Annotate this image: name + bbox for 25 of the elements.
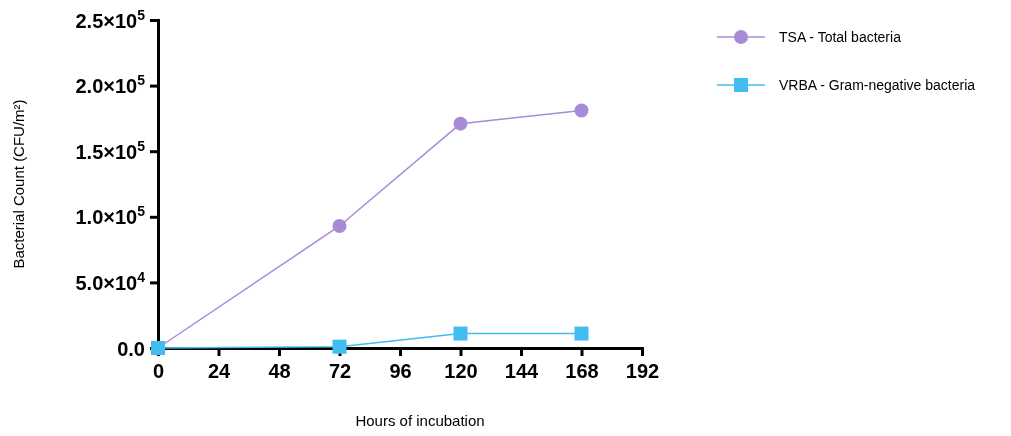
- x-tick-label: 72: [328, 360, 352, 382]
- point: [332, 339, 347, 354]
- y-tick-label: 1.5×10$^{5}$: [75, 137, 146, 163]
- x-tick-label: 192: [625, 360, 660, 382]
- y-axis-title: Bacterial Count (CFU/m²): [10, 99, 27, 269]
- x-axis-title: Hours of incubation: [355, 412, 485, 429]
- y-tick-label: 0.0: [117, 337, 145, 360]
- point: [574, 326, 589, 341]
- x-tick-label: 120: [444, 360, 478, 382]
- legend-label: VRBA - Gram-negative bacteria: [779, 76, 976, 93]
- x-tick-label: 168: [565, 360, 599, 382]
- legend-label: TSA - Total bacteria: [779, 28, 902, 45]
- y-tick-label: 2.5×10$^{5}$: [75, 6, 146, 32]
- y-tick-label: 1.0×10$^{5}$: [75, 203, 146, 229]
- point: [453, 116, 468, 131]
- y-tick-label: 5.0×10$^{4}$: [75, 268, 146, 294]
- x-tick-label: 0: [152, 360, 165, 382]
- x-tick-label: 48: [268, 360, 291, 382]
- x-tick-label: 144: [504, 360, 540, 382]
- x-tick-label: 96: [389, 360, 412, 382]
- point: [453, 326, 468, 341]
- y-tick-label: 2.0×10$^{5}$: [75, 72, 146, 98]
- x-tick-label: 24: [207, 360, 231, 382]
- point: [574, 103, 589, 118]
- point: [332, 218, 347, 233]
